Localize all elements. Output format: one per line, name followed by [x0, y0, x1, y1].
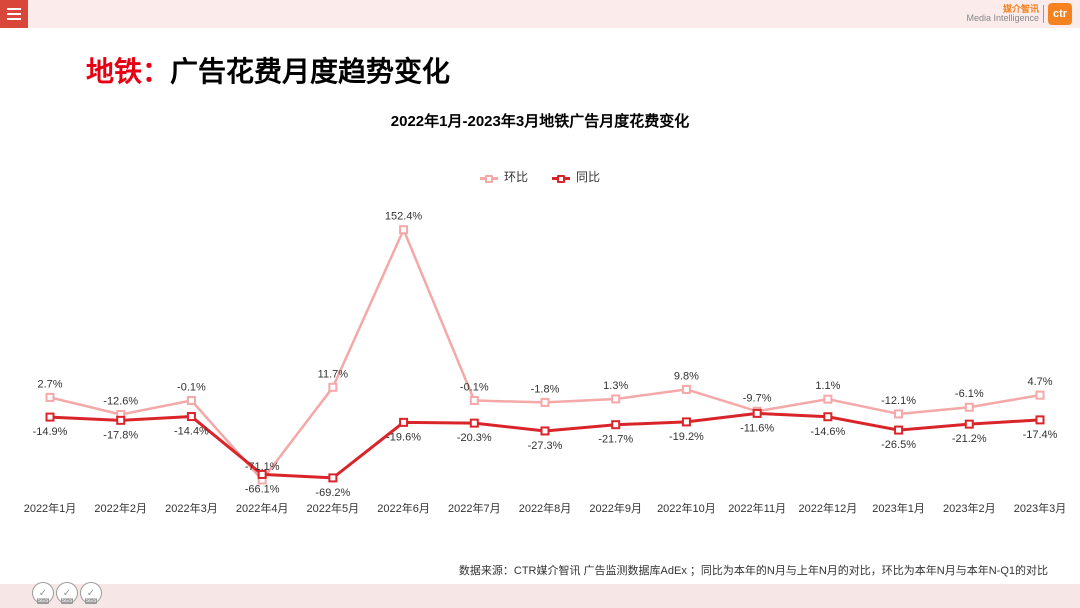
- svg-text:2022年9月: 2022年9月: [589, 501, 642, 515]
- sgs-badge: SGS: [56, 582, 78, 604]
- svg-text:-17.8%: -17.8%: [103, 429, 138, 441]
- svg-text:4.7%: 4.7%: [1027, 376, 1052, 388]
- svg-text:2022年1月: 2022年1月: [24, 501, 77, 515]
- title-red: 地铁：: [86, 56, 170, 87]
- brand-box: ctr: [1048, 3, 1072, 25]
- legend-label-huanbi: 环比: [504, 168, 528, 185]
- svg-text:-20.3%: -20.3%: [457, 432, 492, 444]
- chart-svg: 2.7% -12.6% -0.1% -71.1% 11.7% 152.4% -0.1% -1.…: [40, 200, 1050, 530]
- svg-text:-26.5%: -26.5%: [881, 439, 916, 451]
- legend-label-tongbi: 同比: [576, 168, 600, 185]
- brand-divider: [1043, 5, 1044, 23]
- svg-text:-69.2%: -69.2%: [315, 487, 350, 499]
- svg-text:-71.1%: -71.1%: [245, 461, 280, 473]
- svg-text:-66.1%: -66.1%: [245, 483, 280, 495]
- svg-text:-19.6%: -19.6%: [386, 431, 421, 443]
- svg-text:-21.7%: -21.7%: [598, 434, 633, 446]
- svg-text:2022年10月: 2022年10月: [657, 501, 716, 515]
- line-chart: 2.7% -12.6% -0.1% -71.1% 11.7% 152.4% -0.1% -1.…: [40, 200, 1050, 530]
- footer-bar: [0, 584, 1080, 608]
- chart-legend: 环比 同比: [0, 168, 1080, 185]
- legend-item-tongbi: 同比: [552, 168, 600, 185]
- cert-badges: SGS SGS SGS: [32, 582, 102, 604]
- footnote: 数据来源：CTR媒介智讯 广告监测数据库AdEx ；同比为本年的N月与上年N月的…: [0, 562, 1072, 578]
- svg-text:2022年2月: 2022年2月: [94, 501, 147, 515]
- top-bar: [0, 0, 1080, 28]
- brand-en: Media Intelligence: [966, 14, 1039, 23]
- svg-text:1.1%: 1.1%: [815, 380, 840, 392]
- svg-text:-0.1%: -0.1%: [460, 382, 489, 394]
- svg-text:1.3%: 1.3%: [603, 380, 628, 392]
- svg-text:2022年6月: 2022年6月: [377, 501, 430, 515]
- svg-text:-19.2%: -19.2%: [669, 431, 704, 443]
- title-black: 广告花费月度趋势变化: [170, 56, 450, 87]
- svg-text:2023年1月: 2023年1月: [872, 501, 925, 515]
- svg-text:2022年3月: 2022年3月: [165, 501, 218, 515]
- svg-text:2022年5月: 2022年5月: [307, 501, 360, 515]
- svg-text:-12.1%: -12.1%: [881, 395, 916, 407]
- svg-text:2.7%: 2.7%: [37, 378, 62, 390]
- svg-text:-12.6%: -12.6%: [103, 396, 138, 408]
- svg-text:11.7%: 11.7%: [318, 368, 349, 380]
- legend-swatch-tongbi: [552, 177, 570, 180]
- svg-text:-14.4%: -14.4%: [174, 426, 209, 438]
- svg-text:-17.4%: -17.4%: [1023, 429, 1058, 441]
- page-title: 地铁：广告花费月度趋势变化: [86, 50, 450, 90]
- menu-button[interactable]: [0, 0, 28, 28]
- svg-text:2022年4月: 2022年4月: [236, 501, 289, 515]
- svg-text:-6.1%: -6.1%: [955, 388, 984, 400]
- svg-text:2022年12月: 2022年12月: [798, 501, 857, 515]
- sgs-badge: SGS: [80, 582, 102, 604]
- legend-swatch-huanbi: [480, 177, 498, 180]
- svg-text:2022年8月: 2022年8月: [519, 501, 572, 515]
- sgs-badge: SGS: [32, 582, 54, 604]
- svg-text:2022年11月: 2022年11月: [728, 501, 786, 515]
- svg-text:-0.1%: -0.1%: [177, 382, 206, 394]
- svg-text:-11.6%: -11.6%: [740, 422, 774, 434]
- svg-text:-9.7%: -9.7%: [743, 392, 772, 404]
- svg-text:-14.6%: -14.6%: [810, 426, 845, 438]
- chart-subtitle: 2022年1月-2023年3月地铁广告月度花费变化: [0, 110, 1080, 131]
- brand-logo: 媒介智讯 Media Intelligence ctr: [966, 2, 1072, 26]
- svg-text:2022年7月: 2022年7月: [448, 501, 501, 515]
- svg-text:-1.8%: -1.8%: [531, 383, 560, 395]
- svg-text:152.4%: 152.4%: [385, 211, 423, 223]
- legend-item-huanbi: 环比: [480, 168, 528, 185]
- svg-text:2023年2月: 2023年2月: [943, 501, 996, 515]
- svg-text:-21.2%: -21.2%: [952, 433, 987, 445]
- svg-text:-27.3%: -27.3%: [528, 440, 563, 452]
- svg-text:2023年3月: 2023年3月: [1014, 501, 1067, 515]
- svg-text:-14.9%: -14.9%: [33, 426, 68, 438]
- svg-text:9.8%: 9.8%: [674, 370, 699, 382]
